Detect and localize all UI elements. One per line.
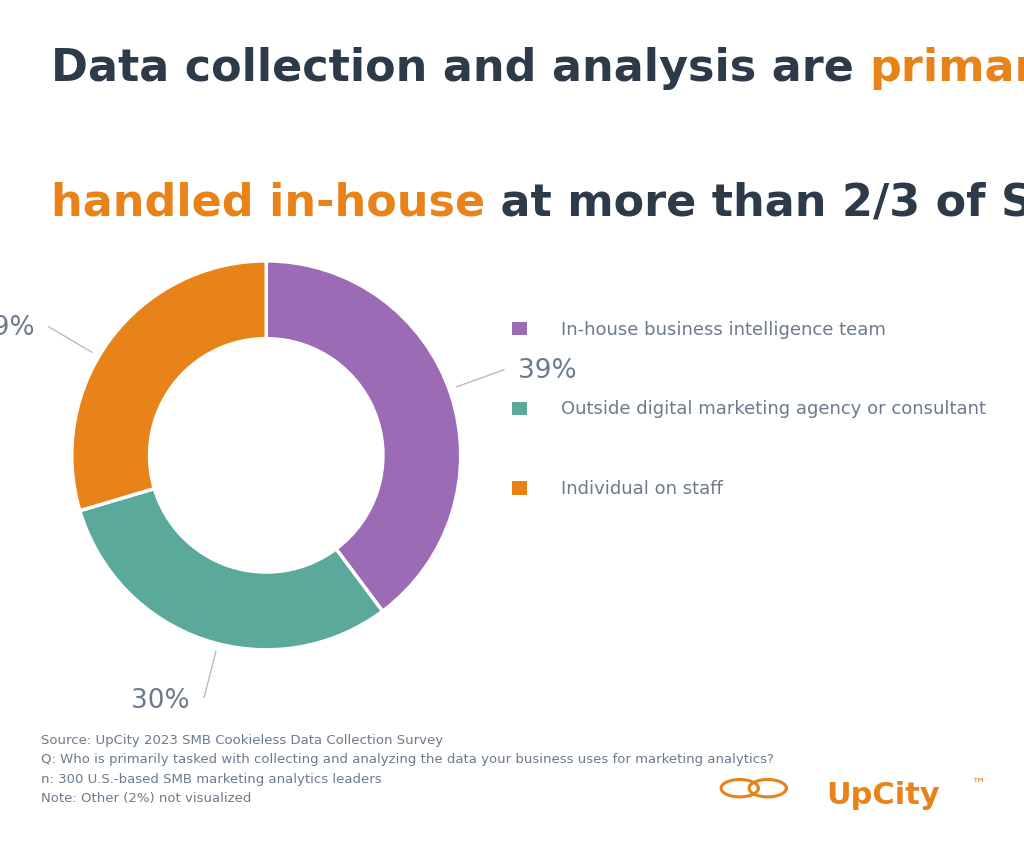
- Text: 30%: 30%: [131, 688, 189, 713]
- Text: Data collection and analysis are: Data collection and analysis are: [51, 47, 869, 89]
- Text: 39%: 39%: [518, 357, 577, 383]
- Text: UpCity: UpCity: [825, 780, 939, 809]
- Text: Outside digital marketing agency or consultant: Outside digital marketing agency or cons…: [561, 400, 986, 418]
- Text: ™: ™: [972, 775, 986, 789]
- FancyBboxPatch shape: [512, 323, 527, 336]
- Text: handled in-house: handled in-house: [51, 181, 485, 224]
- Text: 29%: 29%: [0, 314, 35, 340]
- Circle shape: [150, 339, 383, 573]
- Bar: [718, 802, 790, 843]
- Wedge shape: [72, 262, 266, 511]
- Text: at more than 2/3 of SMBs: at more than 2/3 of SMBs: [485, 181, 1024, 224]
- Text: primarily: primarily: [869, 47, 1024, 89]
- Text: Individual on staff: Individual on staff: [561, 480, 723, 498]
- Text: In-house business intelligence team: In-house business intelligence team: [561, 320, 886, 338]
- Text: Source: UpCity 2023 SMB Cookieless Data Collection Survey
Q: Who is primarily ta: Source: UpCity 2023 SMB Cookieless Data …: [41, 733, 774, 804]
- FancyBboxPatch shape: [512, 482, 527, 495]
- Wedge shape: [266, 262, 461, 612]
- Wedge shape: [80, 489, 383, 650]
- FancyBboxPatch shape: [512, 402, 527, 416]
